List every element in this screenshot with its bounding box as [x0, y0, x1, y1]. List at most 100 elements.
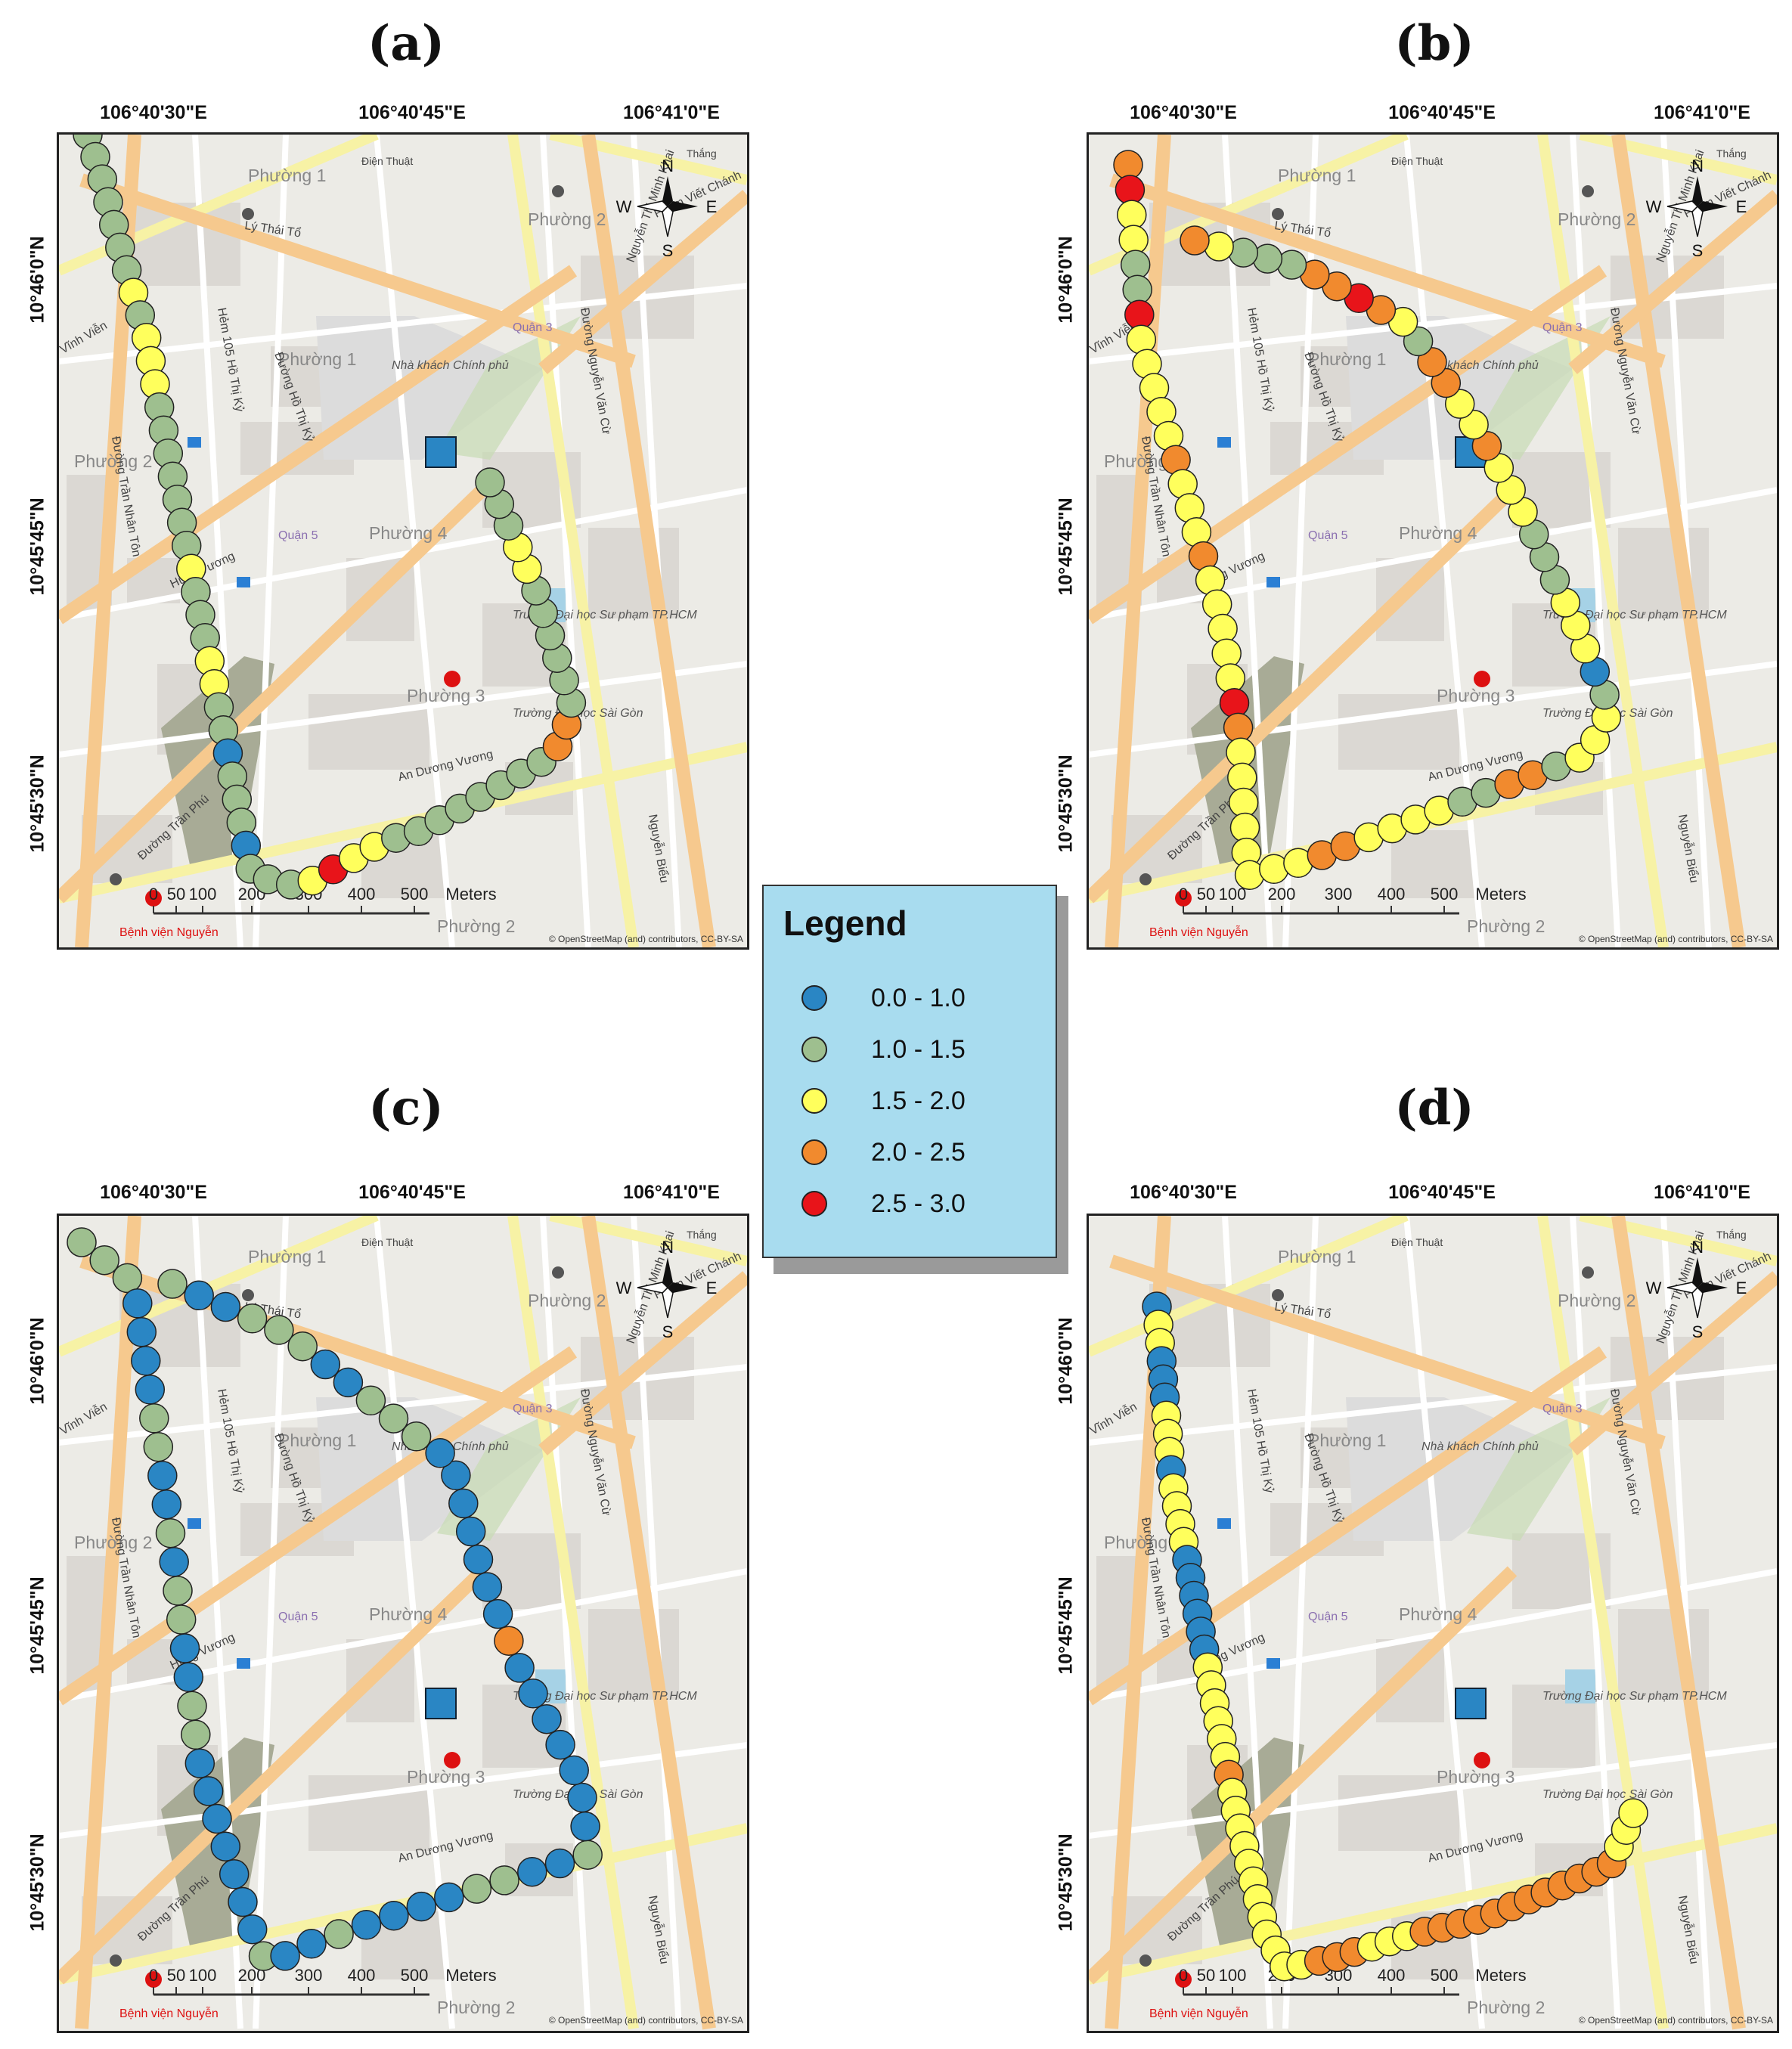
hospital-icon [1175, 890, 1192, 907]
minor-road [59, 1742, 747, 1839]
base-map-b: Phường 1 Phường 2 Phường 1 Phường 4 Phường 3… [1089, 135, 1777, 947]
measurement-point [237, 1914, 268, 1945]
place-label: Phường 1 [278, 349, 356, 369]
measurement-point [463, 1544, 494, 1575]
measurement-point [324, 1919, 354, 1949]
scale-bar-label: 400 [348, 885, 376, 904]
place-label: Phường 1 [278, 1431, 356, 1450]
scale-bar-unit: Meters [1475, 885, 1526, 904]
east-label: E [706, 1279, 718, 1297]
measurement-point [296, 1929, 327, 1959]
place-label: Phường 4 [1399, 523, 1477, 543]
north-arrow-e [1697, 1282, 1728, 1293]
hospital-icon [444, 671, 460, 687]
major-road [1089, 1566, 1518, 1985]
legend-item: 2.5 - 3.0 [801, 1181, 966, 1226]
minor-road [1089, 1742, 1777, 1839]
measurement-point [1117, 200, 1147, 230]
measurement-point [131, 1346, 161, 1376]
east-label: E [1736, 1279, 1747, 1297]
measurement-point [545, 1729, 575, 1760]
measurement-point [151, 1489, 182, 1520]
measurement-point [401, 1421, 432, 1452]
map-panel-d[interactable]: Phường 1 Phường 2 Phường 1 Phường 4 Phường 3… [1087, 1214, 1779, 2033]
scale-bar-label: 50 [167, 885, 185, 904]
measurement-point [475, 467, 505, 498]
measurement-point [147, 1460, 178, 1491]
measurement-point [228, 1886, 258, 1917]
map-panel-b[interactable]: Phường 1 Phường 2 Phường 1 Phường 4 Phường 3… [1087, 132, 1779, 950]
street-label: Thắng [687, 147, 717, 160]
bus-stop-icon [188, 1518, 201, 1529]
place-label: Phường 2 [1467, 916, 1545, 936]
measurement-point [219, 1859, 250, 1889]
bus-stop-icon [237, 577, 250, 587]
place-label: Phường 3 [407, 1767, 485, 1787]
station-marker [425, 1688, 457, 1719]
place-label: Phường 2 [528, 1291, 606, 1310]
lat-label-d-2: 10°45'45"N [1055, 1576, 1077, 1675]
lat-label-a-1: 10°46'0"N [26, 236, 48, 324]
map-panel-c[interactable]: Phường 1 Phường 2 Phường 1 Phường 4 Phường 3… [57, 1214, 749, 2033]
attribution-text: © OpenStreetMap (and) contributors, CC-B… [549, 2015, 743, 2026]
measurement-point [1229, 812, 1260, 843]
district-label: Quận 3 [1542, 321, 1583, 334]
measurement-point [166, 1604, 197, 1635]
building-block [588, 1609, 679, 1700]
secondary-road [1537, 1216, 1669, 2030]
lat-label-a-3: 10°45'30"N [26, 755, 48, 853]
district-label: Quận 3 [513, 321, 553, 334]
scale-bar-label: 100 [1219, 885, 1247, 904]
north-arrow-icon: N S E W [616, 157, 718, 260]
government-compound [316, 1397, 543, 1541]
minor-road [631, 135, 682, 947]
legend-swatch [801, 985, 827, 1011]
bus-stop-icon [237, 1658, 250, 1669]
building-block [1618, 1609, 1709, 1700]
secondary-road [59, 1216, 379, 1357]
lat-label-d-1: 10°46'0"N [1055, 1317, 1077, 1405]
bus-stop-icon [1266, 577, 1280, 587]
major-road [1089, 265, 1608, 625]
legend-swatch [801, 1139, 827, 1165]
map-panel-a[interactable]: Phường 1 Phường 2 Phường 1 Phường 4 Phường 3… [57, 132, 749, 950]
measurement-point [89, 1245, 119, 1276]
measurement-point [559, 1755, 589, 1786]
legend-swatch [801, 1088, 827, 1114]
measurement-point [1118, 225, 1149, 255]
measurement-point [237, 1303, 268, 1334]
landmark-icon [110, 1954, 122, 1967]
measurement-point [1618, 1798, 1648, 1828]
measurement-point [67, 1227, 97, 1257]
minor-road [1570, 135, 1621, 947]
measurement-point [1444, 389, 1475, 419]
district-label: Quận 5 [278, 529, 318, 542]
measurement-point [184, 1280, 214, 1311]
north-arrow-w [1666, 200, 1699, 212]
legend-label: 1.5 - 2.0 [871, 1086, 966, 1115]
landmark-icon [552, 185, 564, 197]
poi-label: Trường Đại học Sư phạm TP.HCM [1542, 1690, 1727, 1703]
legend-box: Legend 0.0 - 1.0 1.0 - 1.5 1.5 - 2.0 2.0… [762, 885, 1057, 1258]
place-label: Phường 2 [437, 916, 515, 936]
hospital-icon [1474, 1752, 1490, 1768]
major-road [1109, 173, 1666, 368]
landmark-icon [1272, 208, 1284, 220]
measurement-point [1223, 712, 1254, 743]
place-label: Phường 1 [248, 1247, 326, 1266]
minor-road [631, 1216, 682, 2029]
street-label: Điện Thuật [1391, 1236, 1443, 1248]
south-label: S [662, 1322, 674, 1341]
lat-label-c-2: 10°45'45"N [26, 1576, 48, 1675]
minor-road [1222, 135, 1273, 947]
scale-bar-label: 500 [401, 1966, 429, 1985]
place-label: Phường 2 [1558, 209, 1635, 229]
panel-title-a: (a) [367, 15, 445, 72]
landmark-icon [1582, 1266, 1594, 1279]
scale-bar-label: 500 [1431, 885, 1459, 904]
measurement-point [1227, 762, 1257, 793]
lon-label-c-1: 106°40'30"E [100, 1182, 207, 1203]
poi-label: Bệnh viện Nguyễn [119, 2006, 219, 2020]
measurement-point [425, 1438, 455, 1468]
district-label: Quận 5 [278, 1610, 318, 1623]
